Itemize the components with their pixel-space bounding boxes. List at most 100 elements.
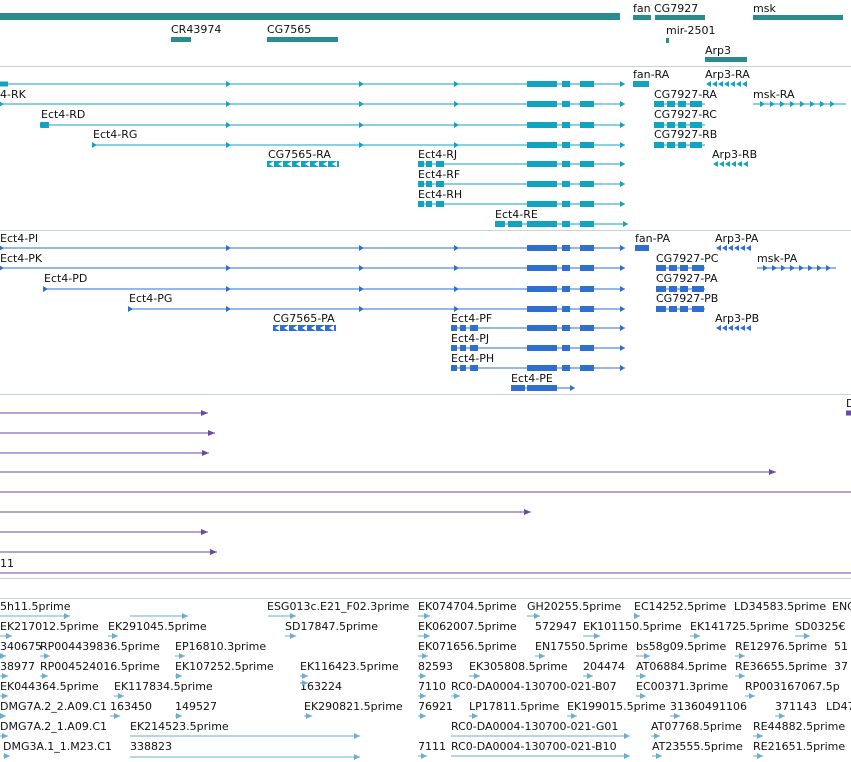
strand-marker[interactable] xyxy=(311,325,316,331)
strand-arrow[interactable] xyxy=(722,245,727,251)
clone-end-marker[interactable] xyxy=(42,673,48,679)
exon-box[interactable] xyxy=(436,201,444,207)
clone-end-marker[interactable] xyxy=(804,633,810,639)
end-arrow[interactable] xyxy=(620,245,625,251)
end-arrow[interactable] xyxy=(0,101,4,107)
exon-box[interactable] xyxy=(451,325,457,331)
exon-box[interactable] xyxy=(527,245,557,251)
strand-marker[interactable] xyxy=(269,161,274,167)
strand-arrow[interactable] xyxy=(722,325,727,331)
clone-end-marker[interactable] xyxy=(624,733,630,739)
clone-end-marker[interactable] xyxy=(640,673,646,679)
exon-box[interactable] xyxy=(562,161,570,167)
clone-end-marker[interactable] xyxy=(2,693,8,699)
exon-box[interactable] xyxy=(527,286,557,292)
exon-box[interactable] xyxy=(495,221,505,227)
exon-box[interactable] xyxy=(527,122,557,128)
exon-box[interactable] xyxy=(460,365,466,371)
exon-box[interactable] xyxy=(562,101,570,107)
exon-box[interactable] xyxy=(692,286,704,292)
clone-end-marker[interactable] xyxy=(654,733,660,739)
strand-arrow[interactable] xyxy=(740,245,745,251)
strand-arrow[interactable] xyxy=(730,81,735,87)
exon-box[interactable] xyxy=(562,201,570,207)
strand-marker[interactable] xyxy=(323,161,328,167)
exon-box[interactable] xyxy=(692,306,704,312)
end-arrow[interactable] xyxy=(620,122,625,128)
gene-bar-ect4[interactable] xyxy=(0,13,620,20)
exon-box[interactable] xyxy=(426,181,432,187)
exon-box[interactable] xyxy=(508,221,522,227)
end-arrow[interactable] xyxy=(359,101,364,107)
strand-arrow[interactable] xyxy=(719,161,724,167)
strand-marker[interactable] xyxy=(320,325,325,331)
exon-box[interactable] xyxy=(580,245,594,251)
end-arrow[interactable] xyxy=(359,142,364,148)
end-arrow[interactable] xyxy=(454,122,459,128)
end-arrow[interactable] xyxy=(620,81,625,87)
est-end-marker[interactable] xyxy=(846,410,851,416)
strand-arrow[interactable] xyxy=(810,101,815,107)
strand-arrow[interactable] xyxy=(716,245,721,251)
exon-box[interactable] xyxy=(0,81,8,87)
gene-bar-cg7565[interactable] xyxy=(267,37,338,42)
est-end-marker[interactable] xyxy=(208,430,215,436)
exon-box[interactable] xyxy=(562,345,570,351)
end-arrow[interactable] xyxy=(620,201,625,207)
clone-end-marker[interactable] xyxy=(656,753,662,759)
clone-end-marker[interactable] xyxy=(421,753,427,759)
end-arrow[interactable] xyxy=(226,286,231,292)
exon-box[interactable] xyxy=(527,221,557,227)
exon-box[interactable] xyxy=(460,325,466,331)
end-arrow[interactable] xyxy=(620,306,625,312)
clone-end-marker[interactable] xyxy=(644,653,650,659)
exon-box[interactable] xyxy=(580,181,594,187)
clone-end-marker[interactable] xyxy=(118,693,124,699)
exon-box[interactable] xyxy=(527,345,557,351)
end-arrow[interactable] xyxy=(454,142,459,148)
strand-arrow[interactable] xyxy=(728,245,733,251)
end-arrow[interactable] xyxy=(0,245,4,251)
exon-box[interactable] xyxy=(562,265,570,271)
clone-end-marker[interactable] xyxy=(424,633,430,639)
est-end-marker[interactable] xyxy=(202,450,209,456)
exon-box[interactable] xyxy=(580,265,594,271)
exon-box[interactable] xyxy=(580,122,594,128)
exon-box[interactable] xyxy=(562,245,570,251)
end-arrow[interactable] xyxy=(359,122,364,128)
end-arrow[interactable] xyxy=(620,265,625,271)
end-arrow[interactable] xyxy=(570,385,575,391)
exon-box[interactable] xyxy=(580,101,594,107)
end-arrow[interactable] xyxy=(620,161,625,167)
exon-box[interactable] xyxy=(527,101,557,107)
clone-end-marker[interactable] xyxy=(571,713,577,719)
strand-marker[interactable] xyxy=(305,161,310,167)
end-arrow[interactable] xyxy=(454,265,459,271)
exon-box[interactable] xyxy=(527,201,557,207)
exon-box[interactable] xyxy=(580,221,594,227)
exon-box[interactable] xyxy=(436,181,444,187)
exon-box[interactable] xyxy=(562,181,570,187)
strand-arrow[interactable] xyxy=(820,101,825,107)
exon-box[interactable] xyxy=(418,161,424,167)
gene-span-track[interactable]: fan CG7927 msk CR43974 CG7565 mir-2501 A… xyxy=(0,0,851,64)
exon-box[interactable] xyxy=(635,245,649,251)
clone-end-marker[interactable] xyxy=(302,680,308,686)
strand-arrow[interactable] xyxy=(746,245,751,251)
exon-box[interactable] xyxy=(562,325,570,331)
strand-marker[interactable] xyxy=(329,325,334,331)
exon-box[interactable] xyxy=(426,201,432,207)
clone-end-marker[interactable] xyxy=(587,673,593,679)
end-arrow[interactable] xyxy=(43,286,48,292)
end-arrow[interactable] xyxy=(226,101,231,107)
exon-box[interactable] xyxy=(562,81,570,87)
exon-box[interactable] xyxy=(562,306,570,312)
exon-box[interactable] xyxy=(527,325,557,331)
strand-marker[interactable] xyxy=(296,161,301,167)
exon-box[interactable] xyxy=(562,221,570,227)
end-arrow[interactable] xyxy=(620,101,625,107)
strand-arrow[interactable] xyxy=(728,325,733,331)
exon-box[interactable] xyxy=(580,81,594,87)
strand-arrow[interactable] xyxy=(781,265,786,271)
gene-bar-arp3[interactable] xyxy=(705,57,747,62)
